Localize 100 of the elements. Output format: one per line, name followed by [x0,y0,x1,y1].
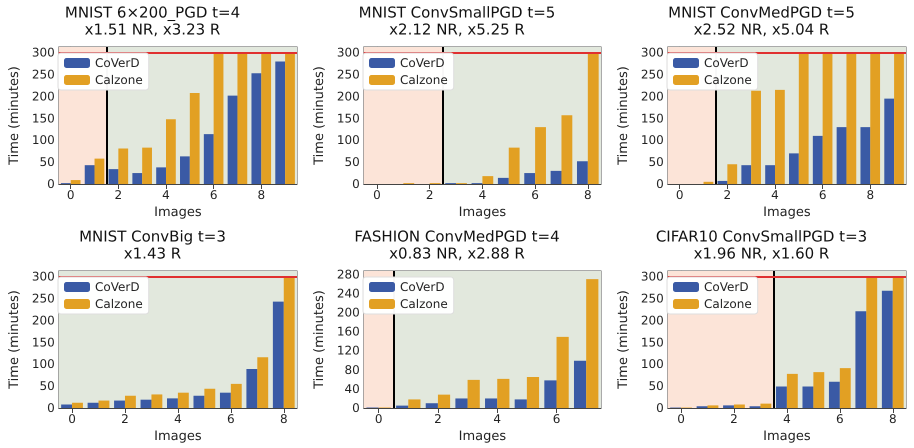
bar [61,404,72,408]
x-tick-label: 8 [584,188,592,202]
bar [285,52,295,184]
bar [204,388,216,408]
bar [586,279,598,408]
bar [514,399,527,408]
x-tick-label: 8 [257,188,266,202]
bar [482,176,494,184]
bar [588,52,599,184]
legend-label: CoVerD [704,280,749,294]
x-tick-label: 0 [374,412,382,426]
chart-subtitle: x1.96 NR, x1.60 R [694,244,830,262]
bar [193,396,204,408]
x-axis-title: Images [763,429,811,444]
bar [751,90,761,184]
y-tick-label: 150 [32,111,55,126]
bar [190,92,200,184]
x-tick-label: 6 [227,412,235,426]
y-tick-label: 50 [40,379,55,394]
chart-title: CIFAR10 ConvSmallPGD t=3 [656,228,868,246]
y-tick-label: 200 [640,89,664,104]
bar [166,119,176,184]
bar [855,311,866,408]
x-tick-label: 2 [426,188,434,202]
bar [498,178,509,184]
y-tick-label: 300 [32,46,55,60]
bar [272,302,284,408]
x-axis-title: Images [763,205,811,220]
bar [485,398,498,408]
legend-label: Calzone [704,297,752,311]
bar [204,134,214,184]
y-tick-label: 200 [336,89,360,104]
bar [88,402,99,408]
x-tick-label: 8 [280,412,288,426]
legend-label: Calzone [400,73,448,87]
y-tick-label: 0 [47,177,55,191]
y-tick-label: 100 [32,357,55,372]
x-axis-title: Images [154,205,202,220]
chart-title: MNIST ConvMedPGD t=5 [668,4,855,22]
x-tick-label: 0 [68,412,76,426]
y-tick-label: 100 [32,133,55,148]
bar [723,405,734,408]
bar [828,382,840,408]
bar [776,386,787,408]
y-tick-label: 250 [640,292,664,306]
x-tick-label: 6 [552,412,560,426]
y-tick-label: 50 [648,379,664,394]
y-tick-label: 0 [656,177,664,191]
bar [84,165,95,184]
x-tick-label: 6 [531,188,539,202]
chart-subtitle: x0.83 NR, x2.88 R [389,244,525,262]
x-tick-label: 4 [174,412,182,426]
y-tick-label: 280 [336,267,360,282]
bar [894,52,904,184]
y-tick-label: 150 [336,111,360,126]
bar [884,98,894,184]
y-tick-label: 150 [640,111,664,126]
bar [275,61,286,184]
x-axis-title: Images [458,429,506,444]
x-tick-label: 0 [677,412,685,426]
bar [230,384,242,408]
x-tick-label: 8 [888,412,897,426]
bar [774,90,785,184]
bar [526,376,540,408]
bar [426,403,438,408]
bar [118,148,128,184]
y-tick-label: 250 [640,68,664,82]
y-tick-label: 120 [336,344,360,358]
legend-label: Calzone [704,73,752,87]
legend-label: Calzone [400,297,448,311]
bar [544,380,557,408]
y-tick-label: 300 [640,46,664,60]
x-tick-label: 0 [373,188,381,202]
bar [94,158,104,184]
y-tick-label: 250 [32,68,55,82]
bar [802,386,814,408]
bar [114,400,125,408]
bar [156,167,166,184]
bar [836,127,846,184]
chart-title: MNIST ConvSmallPGD t=5 [358,4,556,22]
x-tick-label: 4 [783,412,791,426]
bar [813,372,824,408]
bar [261,52,272,184]
bar [718,180,728,184]
bar [550,170,562,184]
bar [789,153,799,184]
y-tick-label: 40 [344,382,360,396]
bar [151,394,162,408]
bar [214,52,224,184]
bar [556,336,569,408]
y-tick-label: 80 [344,362,360,377]
y-axis-title: Time (minutes) [7,290,22,390]
x-tick-label: 0 [676,188,684,202]
bar [708,405,718,408]
y-tick-label: 100 [640,133,664,148]
y-tick-label: 160 [336,324,360,339]
legend-label: CoVerD [704,56,749,70]
bar [765,165,775,184]
x-tick-label: 2 [730,412,738,426]
legend-label: CoVerD [400,56,445,70]
